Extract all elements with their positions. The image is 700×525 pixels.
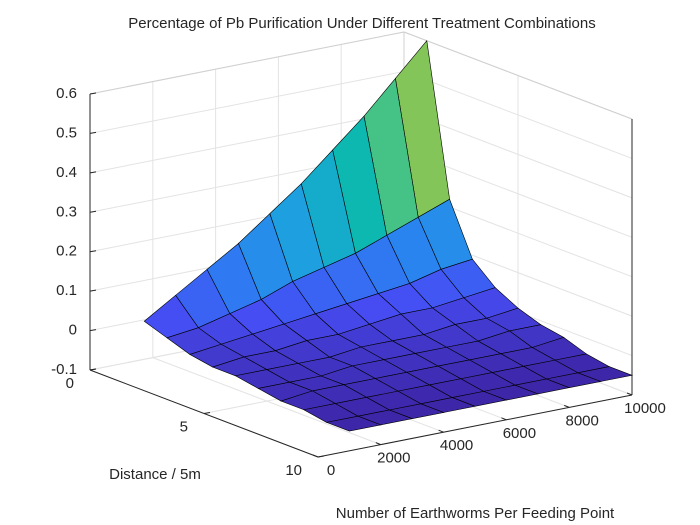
x-axis-label: Number of Earthworms Per Feeding Point xyxy=(336,505,615,522)
tick-mark xyxy=(203,412,211,414)
z-tick-label: 0.6 xyxy=(56,85,77,102)
grid-line xyxy=(403,110,633,199)
tick-mark xyxy=(89,92,97,95)
grid-line xyxy=(89,110,405,174)
x-tick-label: 8000 xyxy=(566,412,599,429)
box-edge xyxy=(89,31,405,95)
axis-line xyxy=(317,394,633,458)
tick-mark xyxy=(89,329,97,332)
tick-mark xyxy=(89,368,97,371)
z-tick-label: 0.1 xyxy=(56,282,77,299)
tick-mark xyxy=(89,250,97,253)
y-tick-label: 10 xyxy=(285,462,302,479)
x-tick-label: 0 xyxy=(327,462,335,479)
tick-mark xyxy=(501,417,507,421)
x-tick-label: 10000 xyxy=(624,400,666,417)
x-tick-label: 2000 xyxy=(377,450,410,467)
y-tick-label: 0 xyxy=(66,375,74,392)
tick-mark xyxy=(89,131,97,134)
z-tick-label: 0.4 xyxy=(56,164,77,181)
tick-mark xyxy=(564,404,570,408)
z-tick-label: 0.2 xyxy=(56,243,77,260)
tick-mark xyxy=(317,455,325,458)
y-tick-label: 5 xyxy=(180,418,188,435)
tick-mark xyxy=(89,289,97,292)
tick-mark xyxy=(438,429,444,433)
tick-mark xyxy=(312,454,319,458)
z-tick-label: 0.3 xyxy=(56,203,77,220)
box-edge xyxy=(403,31,633,120)
z-tick-label: -0.1 xyxy=(51,361,77,378)
y-axis-label: Distance / 5m xyxy=(109,466,201,483)
grid-line xyxy=(403,70,633,159)
chart-title: Percentage of Pb Purification Under Diff… xyxy=(128,15,595,32)
tick-mark xyxy=(626,392,633,396)
tick-mark xyxy=(89,171,97,174)
z-tick-label: 0 xyxy=(69,322,77,339)
tick-mark xyxy=(89,210,97,213)
z-tick-label: 0.5 xyxy=(56,124,77,141)
tick-mark xyxy=(375,442,381,446)
x-tick-label: 4000 xyxy=(440,437,473,454)
grid-line xyxy=(89,70,405,134)
surface-face xyxy=(325,415,382,432)
x-tick-label: 6000 xyxy=(503,425,536,442)
